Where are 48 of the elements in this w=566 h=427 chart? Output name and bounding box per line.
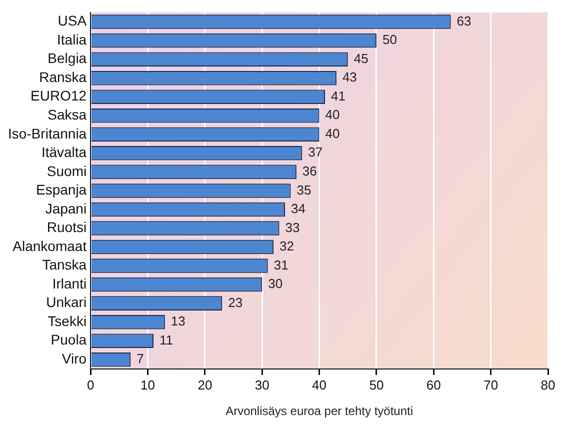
x-tick-label: 80 [540, 377, 556, 392]
x-tick-label: 70 [484, 377, 498, 392]
data-label: 40 [325, 107, 340, 122]
data-label: 23 [228, 294, 243, 310]
data-label: 63 [456, 13, 472, 28]
data-label: 37 [308, 144, 323, 160]
data-label: 33 [285, 220, 300, 235]
data-label: 40 [325, 126, 340, 141]
data-label: 13 [170, 314, 186, 329]
x-tick-label: 40 [312, 377, 327, 392]
y-tick-label: Tanska [42, 256, 87, 273]
y-tick-label: Belgia [48, 50, 87, 66]
y-tick-label: Tsekki [48, 312, 87, 329]
data-label: 7 [136, 351, 144, 366]
y-tick-label: Irlanti [52, 275, 87, 292]
y-tick-label: Iso-Britannia [8, 125, 87, 142]
data-label: 50 [382, 32, 397, 48]
data-label: 41 [331, 88, 346, 104]
x-tick-label: 20 [198, 377, 212, 392]
y-tick-label: Japani [45, 200, 87, 216]
y-tick-label: Itävalta [41, 144, 87, 160]
data-label: 11 [159, 332, 173, 348]
data-label: 35 [296, 182, 312, 198]
y-tick-label: Suomi [46, 162, 87, 179]
x-tick-label: 60 [426, 377, 441, 392]
y-tick-label: Ruotsi [46, 219, 87, 236]
y-tick-label: Ranska [39, 68, 87, 85]
data-label: 36 [302, 164, 317, 179]
y-tick-label: USA [58, 12, 88, 29]
x-tick-label: 30 [254, 377, 270, 392]
data-label: 45 [354, 50, 368, 66]
x-tick-label: 0 [86, 377, 94, 392]
y-tick-label: Italia [57, 31, 87, 48]
y-tick-label: Viro [62, 350, 87, 366]
y-tick-label: Alankomaat [12, 238, 87, 254]
y-tick-label: Puola [50, 332, 87, 348]
y-tick-label: Espanja [36, 182, 87, 198]
data-label: 31 [274, 257, 288, 272]
data-label: 30 [268, 276, 283, 292]
data-label: 34 [290, 201, 306, 216]
data-label: 43 [342, 70, 357, 85]
y-tick-label: EURO12 [30, 88, 87, 104]
x-axis-title: Arvonlisäys euroa per tehty työtunti [226, 404, 414, 418]
y-tick-label: Unkari [46, 294, 87, 310]
y-tick-label: Saksa [48, 106, 87, 122]
data-label: 32 [280, 238, 294, 254]
x-tick-label: 50 [369, 377, 384, 392]
x-tick-label: 10 [140, 377, 156, 392]
